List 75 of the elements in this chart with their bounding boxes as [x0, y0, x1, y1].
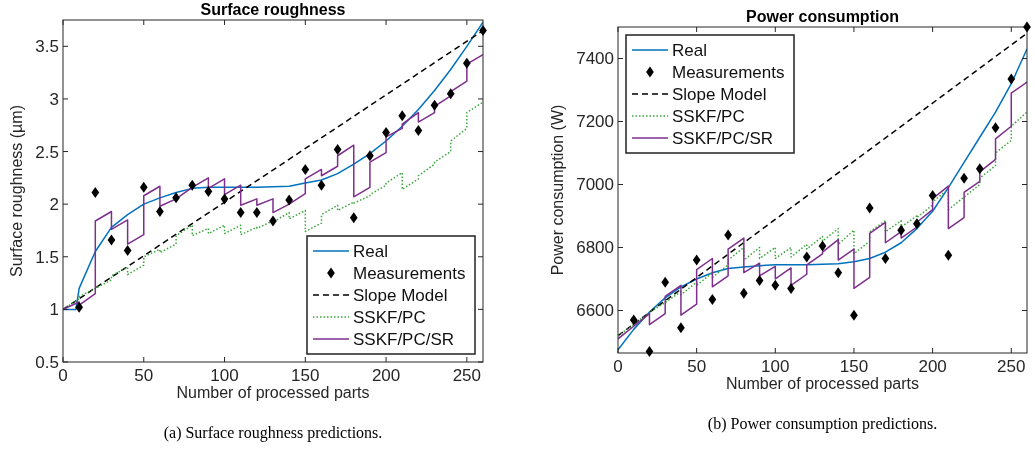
legend-label: Slope Model: [672, 85, 767, 104]
point: [333, 143, 342, 155]
point: [414, 124, 423, 136]
x-axis-title: Number of processed parts: [176, 384, 370, 401]
y-tick-label: 2: [49, 195, 59, 215]
point: [865, 202, 874, 214]
legend-label: Slope Model: [353, 286, 448, 305]
point: [692, 254, 701, 266]
point: [771, 279, 780, 291]
point: [317, 179, 326, 191]
x-tick-label: 150: [291, 366, 320, 385]
point: [220, 193, 229, 205]
y-axis-title: Power consumption (W): [549, 104, 566, 276]
y-tick-label: 7200: [576, 112, 614, 132]
point: [446, 88, 455, 100]
y-tick-label: 6600: [576, 301, 614, 321]
point: [645, 345, 654, 357]
point: [301, 163, 310, 175]
y-tick-label: 1: [49, 300, 59, 320]
chart-title: Power consumption: [746, 8, 899, 25]
point: [236, 207, 245, 219]
legend-label: Real: [353, 242, 388, 261]
y-tick-label: 7000: [576, 175, 614, 195]
x-tick-label: 200: [371, 366, 401, 385]
point: [123, 244, 132, 256]
legend-label: SSKF/PC/SR: [353, 330, 455, 349]
x-tick-label: 0: [58, 366, 68, 385]
point: [629, 314, 638, 326]
chart-title: Surface roughness: [200, 1, 346, 18]
y-tick-label: 2.5: [35, 142, 59, 162]
x-tick-label: 100: [210, 366, 239, 385]
y-tick-label: 0.5: [35, 353, 59, 372]
x-tick-label: 250: [997, 357, 1026, 376]
legend-label: SSKF/PC: [672, 107, 745, 126]
point: [204, 186, 213, 198]
text: (a) Surface roughness predictions.: [163, 424, 383, 442]
point: [991, 122, 1000, 134]
point: [818, 240, 827, 252]
x-tick-label: 200: [918, 357, 947, 376]
point: [398, 110, 407, 122]
point: [139, 181, 148, 193]
point: [91, 187, 100, 199]
point: [349, 212, 358, 224]
y-tick-label: 6800: [576, 238, 614, 258]
text: (b) Power consumption predictions.: [707, 415, 938, 433]
y-tick-label: 7400: [576, 49, 614, 69]
y-tick-label: 3: [49, 89, 59, 109]
point: [107, 234, 116, 246]
point: [430, 99, 439, 111]
x-tick-label: 50: [687, 357, 707, 376]
point: [755, 275, 764, 287]
y-axis-title: Surface roughness (µm): [8, 105, 25, 277]
x-tick-label: 0: [613, 357, 623, 376]
point: [708, 293, 717, 305]
y-tick-label: 1.5: [35, 247, 59, 267]
x-axis-title: Number of processed parts: [726, 375, 919, 392]
point: [188, 179, 197, 191]
point: [928, 190, 937, 202]
x-tick-label: 150: [839, 357, 869, 376]
x-tick-label: 100: [761, 357, 790, 376]
legend-label: Measurements: [672, 63, 785, 82]
legend-label: Real: [672, 41, 707, 60]
point: [1007, 73, 1016, 85]
legend-label: SSKF/PC/SR: [672, 129, 774, 148]
x-tick-label: 50: [134, 366, 154, 385]
point: [944, 249, 953, 261]
point: [975, 163, 984, 175]
legend-label: SSKF/PC: [353, 308, 426, 327]
point: [661, 276, 670, 288]
point: [834, 267, 843, 279]
y-tick-label: 3.5: [35, 37, 59, 57]
point: [802, 251, 811, 263]
legend-label: Measurements: [353, 264, 466, 283]
x-tick-label: 250: [452, 366, 482, 385]
point: [881, 253, 890, 265]
